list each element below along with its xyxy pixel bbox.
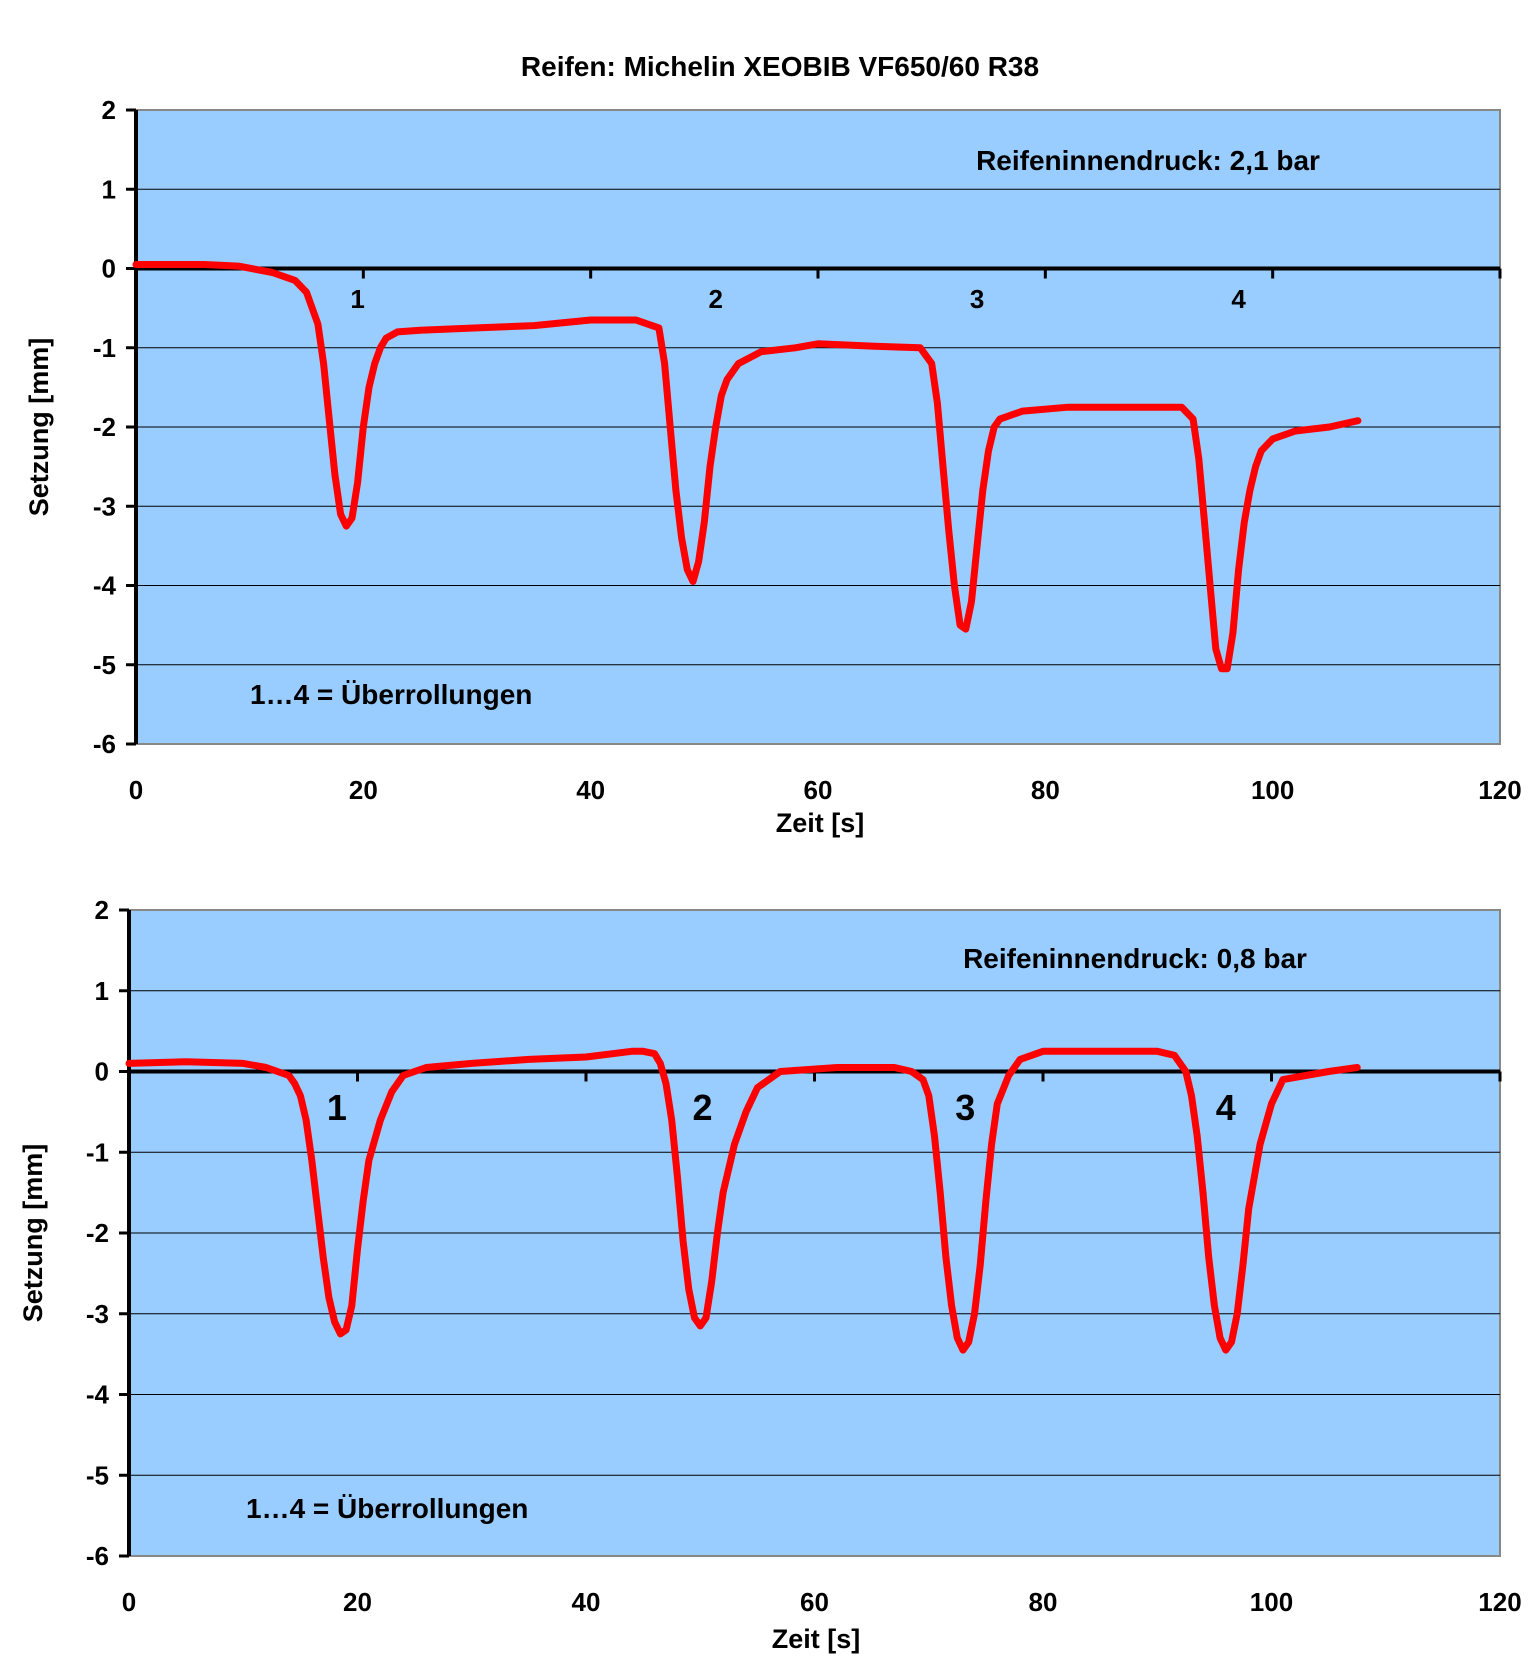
y-tick-label: -4 xyxy=(86,1380,110,1410)
pass-label: 1 xyxy=(350,284,364,314)
y-tick-label: 1 xyxy=(95,976,109,1006)
y-axis-title: Setzung [mm] xyxy=(18,1144,48,1323)
pass-label: 1 xyxy=(327,1087,347,1128)
x-tick-label: 0 xyxy=(129,775,143,805)
pass-label: 2 xyxy=(693,1087,713,1128)
x-tick-label: 80 xyxy=(1031,775,1060,805)
y-tick-label: -2 xyxy=(93,412,116,442)
x-tick-label: 20 xyxy=(343,1587,372,1617)
y-tick-label: 2 xyxy=(95,895,109,925)
y-tick-label: -3 xyxy=(93,491,116,521)
y-tick-label: -6 xyxy=(93,729,116,759)
y-tick-label: 1 xyxy=(102,174,116,204)
pressure-annotation: Reifeninnendruck: 2,1 bar xyxy=(976,145,1320,176)
legend-annotation: 1…4 = Überrollungen xyxy=(246,1493,528,1524)
x-tick-label: 60 xyxy=(800,1587,829,1617)
x-tick-label: 120 xyxy=(1478,1587,1521,1617)
y-tick-label: -1 xyxy=(93,333,116,363)
y-tick-label: -5 xyxy=(93,650,116,680)
x-tick-label: 120 xyxy=(1478,775,1521,805)
y-tick-label: 0 xyxy=(102,254,116,284)
y-tick-label: -5 xyxy=(86,1460,109,1490)
y-tick-label: -6 xyxy=(86,1541,109,1571)
y-axis-title: Setzung [mm] xyxy=(24,338,54,517)
chart-panel-2: 2 1 0 -1 -2 -3 -4 -5 -6 0 20 40 60 80 100 120 Zeit [s] Se… xyxy=(18,895,1522,1654)
x-axis-title: Zeit [s] xyxy=(776,808,865,838)
y-tick-label: -4 xyxy=(93,571,117,601)
x-tick-label: 100 xyxy=(1251,775,1294,805)
y-tick-label: 2 xyxy=(102,95,116,125)
y-tick-label: 0 xyxy=(95,1057,109,1087)
series-line xyxy=(132,261,1362,673)
y-tick-label: -1 xyxy=(86,1137,109,1167)
pressure-annotation: Reifeninnendruck: 0,8 bar xyxy=(963,943,1307,974)
series-line xyxy=(125,1047,1361,1354)
chart-panel-1: 2 1 0 -1 -2 -3 -4 -5 -6 0 20 40 60 80 100 120 Zeit [s] Se… xyxy=(24,95,1522,838)
x-tick-label: 0 xyxy=(122,1587,136,1617)
pass-label: 4 xyxy=(1231,284,1246,314)
x-tick-label: 40 xyxy=(576,775,605,805)
y-tick-label: -3 xyxy=(86,1299,109,1329)
x-axis-title: Zeit [s] xyxy=(772,1624,861,1654)
x-tick-label: 100 xyxy=(1250,1587,1293,1617)
pass-label: 2 xyxy=(708,284,722,314)
pass-label: 3 xyxy=(970,284,984,314)
x-tick-label: 40 xyxy=(572,1587,601,1617)
x-tick-label: 80 xyxy=(1029,1587,1058,1617)
x-tick-label: 20 xyxy=(349,775,378,805)
x-tick-label: 60 xyxy=(804,775,833,805)
y-tick-label: -2 xyxy=(86,1218,109,1248)
legend-annotation: 1…4 = Überrollungen xyxy=(250,679,532,710)
pass-label: 4 xyxy=(1216,1087,1236,1128)
pass-label: 3 xyxy=(955,1087,975,1128)
main-title: Reifen: Michelin XEOBIB VF650/60 R38 xyxy=(521,51,1039,82)
